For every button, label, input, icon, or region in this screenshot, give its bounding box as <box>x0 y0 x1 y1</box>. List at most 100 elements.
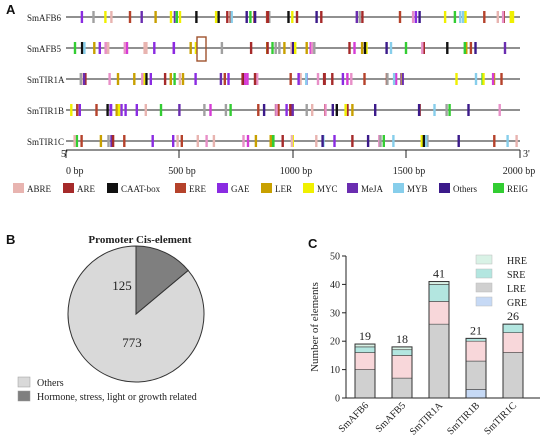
cis-element-mark <box>212 135 216 147</box>
cis-element-mark <box>109 104 113 116</box>
bar-legend-label: GRE <box>507 298 527 309</box>
cis-element-mark <box>133 73 136 85</box>
cis-element-mark <box>411 11 415 23</box>
cis-element-mark <box>509 11 512 23</box>
cis-element-mark <box>107 42 110 54</box>
cis-element-mark <box>506 135 509 147</box>
category-label: SmTIR1A <box>408 400 446 438</box>
cis-element-mark <box>116 73 120 85</box>
cis-element-mark <box>104 11 107 23</box>
cis-element-mark <box>106 104 109 116</box>
bar-outline <box>465 337 487 399</box>
pie-legend-swatch <box>17 390 31 402</box>
cis-element-mark <box>281 135 284 147</box>
cis-element-mark <box>335 104 338 116</box>
bar-total-label: 26 <box>507 309 519 323</box>
cis-element-mark <box>159 104 163 116</box>
cis-element-mark <box>421 42 424 54</box>
category-label: SmAFB6 <box>337 400 372 435</box>
cis-element-mark <box>224 104 228 116</box>
cis-element-mark <box>115 104 118 116</box>
cis-element-mark <box>500 73 503 85</box>
cis-element-mark <box>80 42 84 54</box>
bar-legend-swatch <box>475 282 493 293</box>
bar-outline <box>502 323 524 399</box>
cis-element-mark <box>178 73 182 85</box>
cis-element-mark <box>268 11 271 23</box>
cis-element-mark <box>145 73 148 85</box>
cis-element-mark <box>366 135 370 147</box>
cis-element-mark <box>404 42 408 54</box>
cis-element-mark <box>291 42 295 54</box>
y-tick-label: 40 <box>330 280 340 291</box>
cis-element-mark <box>426 135 429 147</box>
cis-element-mark <box>135 104 138 116</box>
legend-swatch <box>175 183 186 193</box>
bar-outline <box>354 343 376 399</box>
cis-element-mark <box>178 104 181 116</box>
cis-element-mark <box>120 104 123 116</box>
cis-element-mark <box>474 73 478 85</box>
pie-legend-label: Others <box>37 378 64 389</box>
cis-element-mark <box>153 42 156 54</box>
highlight-box <box>196 36 207 62</box>
cis-element-mark <box>98 42 101 54</box>
bar-total-label: 41 <box>433 267 445 281</box>
cis-element-mark <box>92 11 95 23</box>
cis-element-mark <box>315 11 318 23</box>
bar-outline <box>391 346 413 399</box>
cis-element-mark <box>144 104 147 116</box>
cis-element-mark <box>443 11 447 23</box>
cis-element-mark <box>324 104 327 116</box>
cis-element-mark <box>93 42 96 54</box>
cis-element-mark <box>229 104 232 116</box>
cis-element-mark <box>78 104 81 116</box>
cis-element-mark <box>392 73 396 85</box>
bar-legend-swatch <box>475 254 493 265</box>
cis-element-mark <box>278 42 281 54</box>
legend-swatch <box>217 183 228 193</box>
bar-segment <box>391 349 413 356</box>
cis-element-mark <box>361 11 364 23</box>
cis-element-mark <box>214 11 218 23</box>
cis-element-mark <box>462 11 465 23</box>
bar-segment <box>502 352 524 399</box>
bar-total-label: 21 <box>470 323 482 337</box>
cis-element-mark <box>172 42 176 54</box>
y-axis-label: Number of elements <box>309 282 321 372</box>
cis-element-mark <box>351 104 354 116</box>
cis-element-mark <box>392 135 395 147</box>
cis-element-mark <box>465 42 468 54</box>
cis-element-mark <box>83 42 86 54</box>
cis-element-mark <box>253 73 257 85</box>
gene-label: SmTIR1C <box>27 137 64 147</box>
cis-element-mark <box>316 73 320 85</box>
cis-element-mark <box>230 11 233 23</box>
cis-element-mark <box>270 135 274 147</box>
strand-end: 3' <box>523 149 530 160</box>
bar-segment <box>465 360 487 390</box>
bar-segment <box>391 355 413 379</box>
bar-segment <box>502 323 524 333</box>
legend-label: REIG <box>507 184 528 194</box>
bar-segment <box>428 284 450 302</box>
cis-element-mark <box>389 42 393 54</box>
cis-element-mark <box>401 73 404 85</box>
cis-element-mark <box>315 135 318 147</box>
cis-element-mark <box>290 42 293 54</box>
cis-element-mark <box>128 11 132 23</box>
cis-element-mark <box>348 42 351 54</box>
bar-segment <box>465 389 487 399</box>
legend-swatch <box>13 183 24 193</box>
cis-element-mark <box>331 73 334 85</box>
tick-500bp: 500 bp <box>168 166 196 177</box>
cis-element-mark <box>73 42 77 54</box>
tick-2000bp: 2000 bp <box>503 166 536 177</box>
cis-element-mark <box>305 104 308 116</box>
bar-legend-label: HRE <box>507 256 527 267</box>
tick-1000bp: 1000 bp <box>280 166 313 177</box>
cis-element-mark <box>149 73 152 85</box>
bar-segment <box>354 352 376 370</box>
bar-total-label: 19 <box>359 329 371 343</box>
bar-legend-label: SRE <box>507 270 525 281</box>
